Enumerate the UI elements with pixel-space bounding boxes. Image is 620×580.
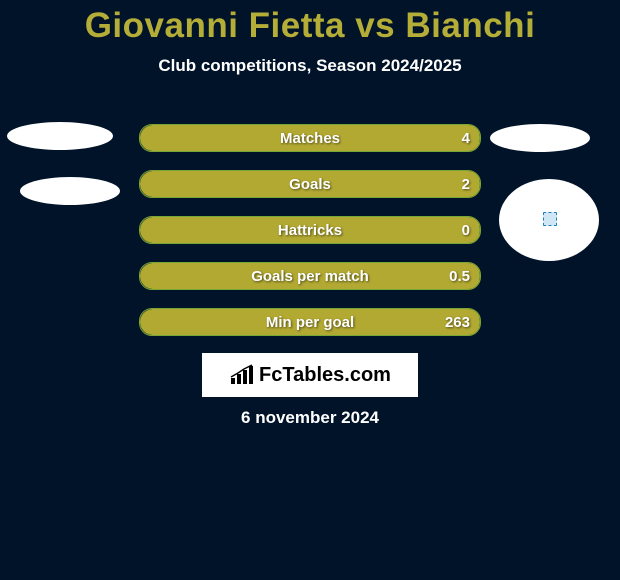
image-placeholder-icon (543, 212, 557, 226)
stat-row: Goals per match0.5 (139, 262, 481, 290)
stat-label: Goals (140, 171, 480, 197)
stat-row: Matches4 (139, 124, 481, 152)
stat-value-right: 263 (445, 309, 470, 335)
brand-text: FcTables.com (259, 364, 391, 387)
brand-badge: FcTables.com (202, 353, 418, 397)
stat-label: Matches (140, 125, 480, 151)
stat-label: Goals per match (140, 263, 480, 289)
stat-row: Hattricks0 (139, 216, 481, 244)
bars-icon (229, 364, 255, 386)
decorative-ellipse (20, 177, 120, 205)
date-text: 6 november 2024 (0, 408, 620, 428)
stat-label: Min per goal (140, 309, 480, 335)
stat-value-right: 4 (462, 125, 470, 151)
stat-bars: Matches4Goals2Hattricks0Goals per match0… (139, 124, 481, 354)
stat-value-right: 2 (462, 171, 470, 197)
stat-label: Hattricks (140, 217, 480, 243)
page-title: Giovanni Fietta vs Bianchi (0, 0, 620, 46)
stat-row: Min per goal263 (139, 308, 481, 336)
decorative-ellipse (490, 124, 590, 152)
stat-value-right: 0 (462, 217, 470, 243)
decorative-ellipse (7, 122, 113, 150)
page-subtitle: Club competitions, Season 2024/2025 (0, 56, 620, 76)
stat-row: Goals2 (139, 170, 481, 198)
stat-value-right: 0.5 (449, 263, 470, 289)
